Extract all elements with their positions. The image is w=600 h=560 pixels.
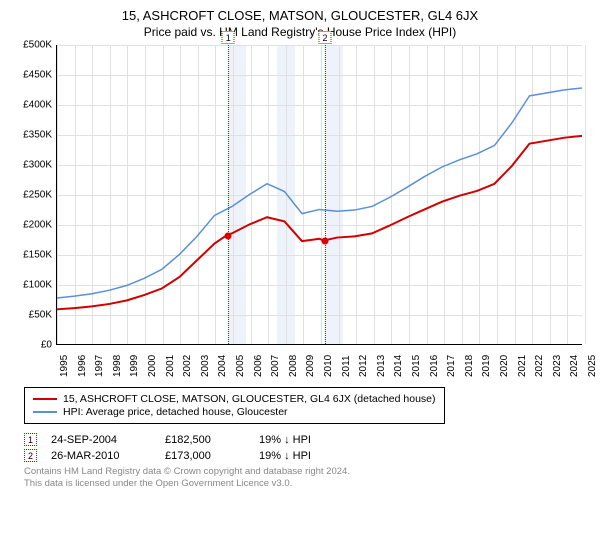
y-tick-label: £50K: [29, 310, 52, 321]
y-tick-label: £0: [41, 340, 52, 351]
x-tick-label: 2004: [217, 355, 228, 377]
transactions-table: 1 24-SEP-2004 £182,500 19% ↓ HPI 2 26-MAR-201…: [24, 433, 588, 462]
x-tick-label: 1997: [94, 355, 105, 377]
y-tick-label: £500K: [23, 40, 52, 51]
x-tick-label: 2010: [323, 355, 334, 377]
transaction-hpi: 19% ↓ HPI: [259, 434, 339, 446]
x-tick-label: 2021: [517, 355, 528, 377]
v-gridline: [585, 45, 586, 344]
y-axis: £0£50K£100K£150K£200K£250K£300K£350K£400…: [12, 45, 54, 345]
transaction-row: 1 24-SEP-2004 £182,500 19% ↓ HPI: [24, 433, 588, 446]
x-tick-label: 2020: [499, 355, 510, 377]
x-tick-label: 1998: [112, 355, 123, 377]
legend-row: HPI: Average price, detached house, Glou…: [33, 406, 436, 418]
x-tick-label: 2019: [481, 355, 492, 377]
x-tick-label: 2014: [393, 355, 404, 377]
x-tick-label: 2018: [464, 355, 475, 377]
y-tick-label: £150K: [23, 250, 52, 261]
x-tick-label: 1995: [59, 355, 70, 377]
transaction-row: 2 26-MAR-2010 £173,000 19% ↓ HPI: [24, 449, 588, 462]
x-tick-label: 2007: [270, 355, 281, 377]
footer-line-1: Contains HM Land Registry data © Crown c…: [24, 466, 588, 478]
line-layer: [57, 45, 582, 344]
x-tick-label: 2006: [253, 355, 264, 377]
x-tick-label: 1999: [129, 355, 140, 377]
x-tick-label: 2008: [288, 355, 299, 377]
marker-line: [228, 45, 229, 344]
legend: 15, ASHCROFT CLOSE, MATSON, GLOUCESTER, …: [24, 387, 445, 424]
x-tick-label: 2025: [587, 355, 598, 377]
x-tick-label: 2000: [147, 355, 158, 377]
x-tick-label: 2023: [552, 355, 563, 377]
x-tick-label: 2011: [341, 355, 352, 377]
series-property: [57, 136, 582, 309]
x-tick-label: 1996: [77, 355, 88, 377]
legend-label: 15, ASHCROFT CLOSE, MATSON, GLOUCESTER, …: [63, 393, 436, 405]
x-tick-label: 2003: [200, 355, 211, 377]
legend-swatch: [33, 398, 57, 400]
x-tick-label: 2005: [235, 355, 246, 377]
y-tick-label: £200K: [23, 220, 52, 231]
x-tick-label: 2022: [534, 355, 545, 377]
x-axis: 1995 1996 1997 1998 1999 2000 2001 2002 2003 2004…: [56, 347, 582, 385]
x-tick-label: 2012: [358, 355, 369, 377]
x-tick-label: 2016: [429, 355, 440, 377]
y-tick-label: £250K: [23, 190, 52, 201]
transaction-marker: 2: [24, 449, 37, 462]
footer-attribution: Contains HM Land Registry data © Crown c…: [24, 466, 588, 490]
x-tick-label: 2015: [411, 355, 422, 377]
marker-point: [225, 232, 232, 239]
transaction-date: 24-SEP-2004: [51, 434, 151, 446]
transaction-hpi: 19% ↓ HPI: [259, 450, 339, 462]
plot-area: 12: [56, 45, 582, 345]
transaction-price: £182,500: [165, 434, 245, 446]
x-tick-label: 2002: [182, 355, 193, 377]
legend-swatch: [33, 411, 57, 413]
series-hpi: [57, 88, 582, 298]
x-tick-label: 2017: [446, 355, 457, 377]
x-tick-label: 2013: [376, 355, 387, 377]
marker-label: 2: [319, 31, 332, 44]
y-tick-label: £300K: [23, 160, 52, 171]
x-tick-label: 2009: [305, 355, 316, 377]
transaction-date: 26-MAR-2010: [51, 450, 151, 462]
chart-title: 15, ASHCROFT CLOSE, MATSON, GLOUCESTER, …: [12, 8, 588, 23]
chart-area: £0 £50K £100K £150K £200K £250K £300K £350K £400…: [12, 45, 588, 385]
marker-point: [322, 238, 329, 245]
x-tick-label: 2001: [165, 355, 176, 377]
y-tick-label: £400K: [23, 100, 52, 111]
x-tick-label: 2024: [569, 355, 580, 377]
footer-line-2: This data is licensed under the Open Gov…: [24, 478, 588, 490]
transaction-price: £173,000: [165, 450, 245, 462]
y-tick-label: £100K: [23, 280, 52, 291]
y-tick-label: £450K: [23, 70, 52, 81]
marker-label: 1: [222, 31, 235, 44]
chart-container: 15, ASHCROFT CLOSE, MATSON, GLOUCESTER, …: [0, 0, 600, 494]
marker-line: [325, 45, 326, 344]
legend-label: HPI: Average price, detached house, Glou…: [63, 406, 288, 418]
chart-subtitle: Price paid vs. HM Land Registry's House …: [12, 25, 588, 39]
y-tick-label: £350K: [23, 130, 52, 141]
transaction-marker: 1: [24, 433, 37, 446]
legend-row: 15, ASHCROFT CLOSE, MATSON, GLOUCESTER, …: [33, 393, 436, 405]
